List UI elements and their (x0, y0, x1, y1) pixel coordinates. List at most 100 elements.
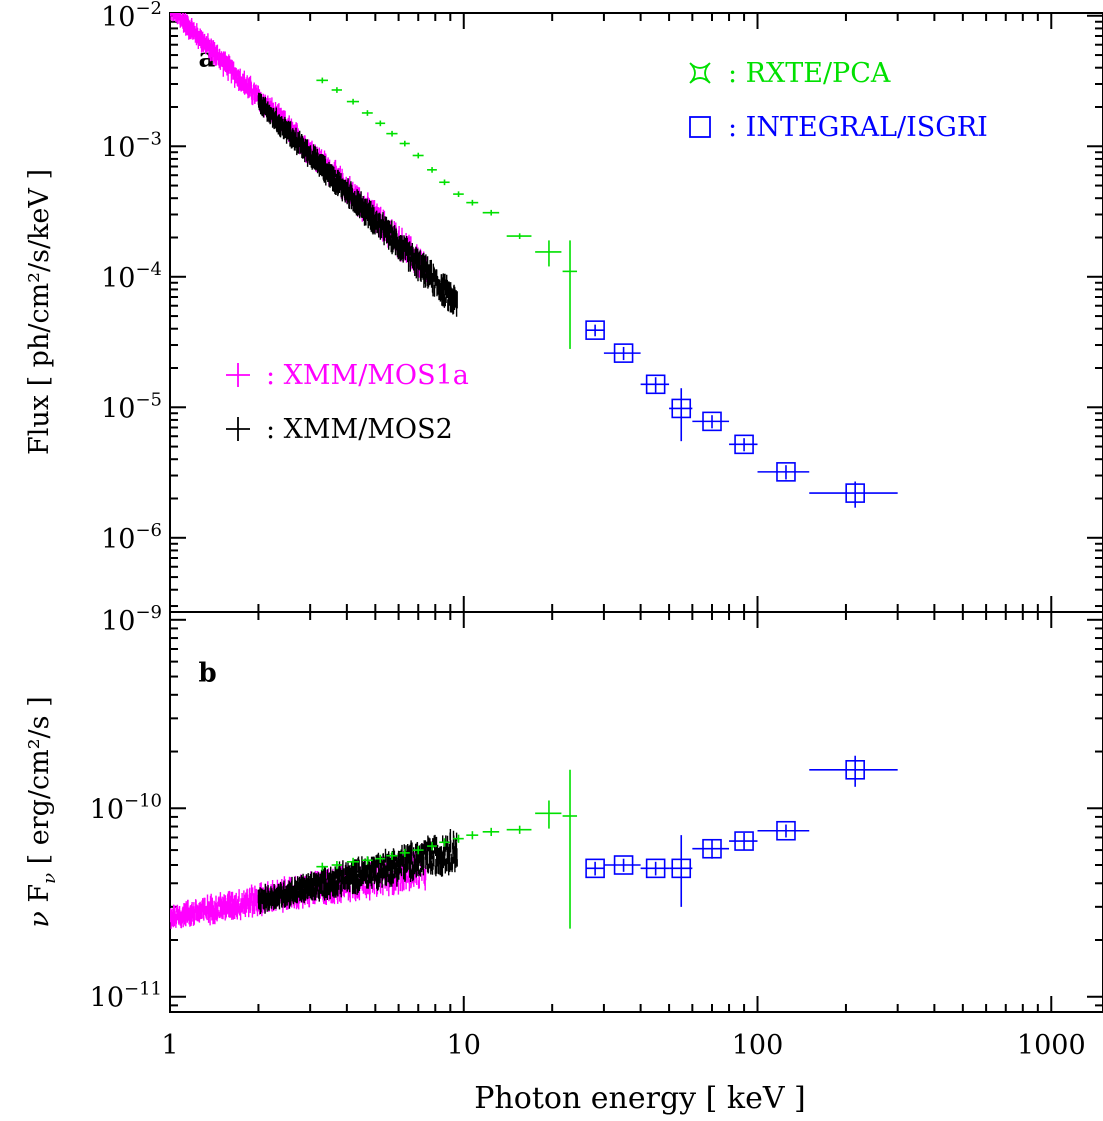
panel-letter: b (198, 658, 216, 688)
legend-item-rxte-pca: : RXTE/PCA (689, 58, 891, 89)
square-marker (585, 858, 605, 879)
spectrum-points (257, 829, 458, 914)
data-point-cross (506, 825, 532, 834)
data-point-cross (482, 209, 500, 216)
data-point-cross (482, 827, 500, 837)
square-marker (776, 820, 796, 841)
data-point-cross (535, 240, 562, 267)
y-tick-label: 10−6 (101, 520, 162, 555)
data-point-square (585, 320, 605, 340)
data-point-square (692, 411, 730, 432)
square-marker (776, 462, 796, 482)
data-point-square (809, 755, 898, 787)
y-tick-label: 10−9 (101, 602, 162, 637)
x-tick-label: 10 (447, 1030, 481, 1061)
data-point-cross (427, 167, 437, 173)
data-point-cross (412, 152, 424, 159)
data-point-cross (386, 851, 398, 860)
data-point-cross (361, 856, 373, 865)
data-point-cross (466, 199, 479, 206)
data-point-cross (453, 191, 464, 198)
legend-label: : INTEGRAL/ISGRI (728, 112, 988, 143)
legend: : RXTE/PCA : INTEGRAL/ISGRI : XMM/MOS1a : X… (226, 58, 988, 445)
y-tick-label: 10−10 (90, 790, 162, 825)
data-point-cross (346, 857, 360, 866)
data-point-square (729, 831, 758, 851)
data-point-square (757, 820, 810, 841)
data-point-cross (439, 838, 450, 847)
data-point-cross (466, 831, 479, 840)
x-tick-label: 1000 (1017, 1030, 1086, 1061)
data-point-cross (361, 110, 373, 116)
series-rxte-pca (316, 769, 578, 929)
data-point-square (640, 858, 670, 879)
square-marker (671, 858, 692, 879)
data-point-cross (535, 800, 562, 829)
data-layer (170, 755, 898, 929)
spectrum-points (257, 92, 458, 317)
x-axis-label: Photon energy [ keV ] (474, 1081, 805, 1116)
square-marker (585, 320, 605, 340)
data-point-cross (375, 854, 386, 863)
y-tick-label: 10−5 (101, 389, 162, 424)
legend-item-integral-isgri: : INTEGRAL/ISGRI (689, 112, 988, 143)
series-integral-isgri (585, 755, 898, 907)
data-point-square (640, 374, 670, 395)
panel-b-plot: 1 10 100 1000 10−9 10−10 10−11 ν Fν [ erg/cm²/s… (24, 602, 1103, 1061)
legend-label: : XMM/MOS1a (266, 360, 469, 391)
legend-symbol-square (689, 116, 711, 138)
x-tick-label: 100 (732, 1030, 784, 1061)
data-point-square (692, 838, 730, 859)
square-marker (613, 343, 634, 363)
legend-label: : XMM/MOS2 (266, 414, 453, 445)
square-marker (845, 483, 865, 503)
legend-item-xmm-mos2: : XMM/MOS2 (226, 414, 453, 445)
data-point-square (809, 481, 898, 508)
data-point-cross (439, 179, 450, 186)
data-point-cross (427, 842, 437, 851)
data-point-cross (346, 98, 360, 105)
panel-a-plot: 10−2 10−3 10−4 10−5 10−6 Flux [ ph/cm²/s/keV … (24, 0, 1103, 613)
data-point-cross (506, 233, 532, 239)
square-marker (645, 858, 666, 879)
square-marker (702, 838, 722, 859)
legend-item-xmm-mos1a: : XMM/MOS1a (226, 360, 469, 391)
y-tick-label: 10−2 (101, 0, 162, 33)
data-point-cross (412, 846, 424, 855)
data-point-square (603, 855, 641, 875)
data-point-cross (331, 87, 342, 93)
series-rxte-pca (316, 77, 578, 349)
data-point-square (669, 835, 693, 907)
data-point-square (757, 462, 810, 482)
square-marker (671, 398, 692, 419)
series-xmm-mos2 (257, 829, 458, 914)
square-marker (845, 760, 865, 780)
plot-frame (169, 12, 1103, 613)
y-tick-label: 10−11 (90, 979, 162, 1014)
y-tick-label: 10−4 (101, 259, 162, 294)
square-marker (645, 374, 666, 395)
data-layer (170, 13, 898, 508)
data-point-cross (399, 848, 410, 858)
series-xmm-mos2 (257, 92, 458, 317)
data-point-square (603, 343, 641, 363)
y-axis-label: ν Fν [ erg/cm²/s ] (24, 696, 60, 927)
plot-frame (169, 611, 1103, 1013)
data-point-cross (316, 77, 328, 84)
square-marker (613, 855, 634, 875)
x-tick-label: 1 (161, 1030, 178, 1061)
data-point-cross (562, 769, 578, 929)
data-point-cross (316, 862, 328, 871)
y-axis-label: Flux [ ph/cm²/s/keV ] (24, 169, 55, 455)
square-marker (702, 411, 722, 432)
data-point-square (585, 858, 605, 879)
data-point-cross (375, 120, 386, 127)
y-tick-label: 10−3 (101, 128, 162, 163)
legend-label: : RXTE/PCA (728, 58, 891, 89)
data-point-cross (331, 861, 342, 870)
legend-symbol-star (689, 62, 711, 84)
data-point-cross (453, 834, 464, 843)
data-point-cross (562, 240, 578, 349)
data-point-cross (386, 130, 398, 137)
